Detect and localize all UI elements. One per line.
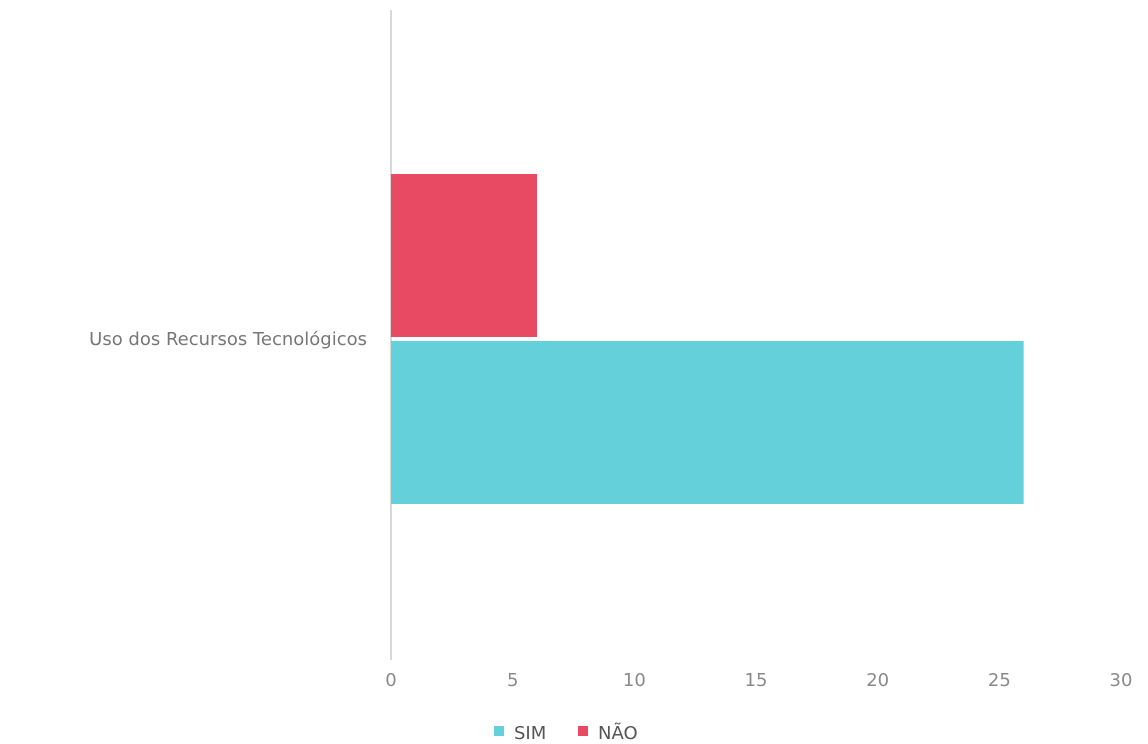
x-tick-label: 30	[1110, 670, 1133, 691]
x-tick-label: 0	[385, 670, 396, 691]
x-tick-label: 15	[745, 670, 768, 691]
legend-swatch-sim	[494, 726, 504, 736]
x-tick-label: 20	[866, 670, 889, 691]
bar-sim	[391, 341, 1024, 504]
x-tick-label: 25	[988, 670, 1011, 691]
legend-label-nao: NÃO	[598, 722, 638, 744]
x-tick-label: 10	[623, 670, 646, 691]
x-tick-labels: 0 5 10 15 20 25 30	[385, 670, 1132, 691]
bar-nao	[391, 174, 537, 337]
category-label: Uso dos Recursos Tecnológicos	[89, 329, 367, 350]
bars-group	[391, 174, 1024, 504]
x-tick-label: 5	[507, 670, 518, 691]
legend: SIM NÃO	[494, 722, 638, 744]
legend-swatch-nao	[578, 726, 588, 736]
legend-label-sim: SIM	[514, 723, 546, 744]
category-labels: Uso dos Recursos Tecnológicos	[89, 329, 367, 350]
